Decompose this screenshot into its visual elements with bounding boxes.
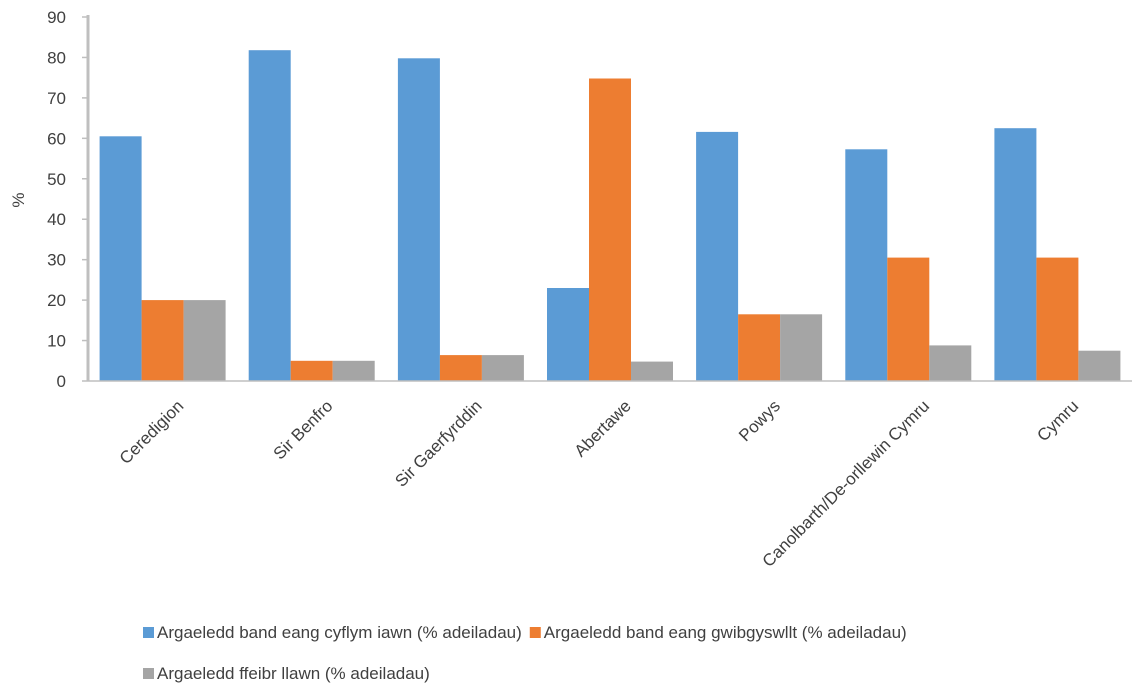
bar-1-canolbarth-de-orllewin-cymru (845, 149, 888, 381)
legend-label-2: Argaeledd band eang gwibgyswllt (% adeil… (544, 623, 907, 642)
bar-2-sir-benfro (290, 360, 333, 381)
legend-swatch-2 (529, 627, 541, 638)
legend: Argaeledd band eang cyflym iawn (% adeil… (143, 623, 907, 683)
y-tick-label: 90 (47, 8, 66, 27)
bar-3-sir-benfro (332, 360, 375, 381)
y-tick-label: 50 (47, 170, 66, 189)
x-tick-label: Powys (735, 396, 784, 445)
bar-1-abertawe (547, 288, 589, 381)
x-tick-label: Sir Gaerfyrddin (391, 396, 485, 490)
y-tick-label: 40 (47, 210, 66, 229)
bar-2-ceredigion (141, 300, 184, 381)
y-tick-label: 30 (47, 251, 66, 270)
bar-2-sir-gaerfyrddin (439, 355, 482, 381)
y-tick-label: 0 (57, 372, 66, 391)
bar-2-cymru (1036, 257, 1079, 381)
x-tick-label: Ceredigion (116, 396, 188, 468)
x-axis: Ceredigion Sir Benfro Sir Gaerfyrddin Abert… (88, 380, 1132, 571)
y-tick-label: 70 (47, 89, 66, 108)
bar-3-cymru (1078, 350, 1121, 381)
y-tick-label: 60 (47, 129, 66, 148)
bar-2-powys (738, 314, 781, 381)
bar-2-abertawe (589, 78, 631, 381)
y-tick-label: 20 (47, 291, 66, 310)
bar-1-sir-benfro (248, 50, 291, 381)
x-tick-label: Canolbarth/De-orllewin Cymru (759, 396, 933, 570)
bar-3-ceredigion (183, 300, 226, 381)
bar-1-cymru (994, 128, 1037, 381)
bar-1-ceredigion (99, 136, 142, 381)
legend-label-1: Argaeledd band eang cyflym iawn (% adeil… (157, 623, 522, 642)
x-tick-label: Cymru (1033, 396, 1082, 445)
y-tick-label: 80 (47, 48, 66, 67)
bar-3-canolbarth-de-orllewin-cymru (929, 345, 972, 381)
y-axis: 0 10 20 30 40 50 60 70 80 90 (47, 8, 90, 391)
bars-group (99, 50, 1121, 382)
x-tick-label: Sir Benfro (270, 396, 337, 463)
bar-3-sir-gaerfyrddin (481, 355, 524, 381)
y-tick-label: 10 (47, 332, 66, 351)
bar-1-powys (696, 131, 739, 381)
x-tick-label: Abertawe (571, 396, 635, 460)
bar-1-sir-gaerfyrddin (397, 58, 440, 382)
bar-2-canolbarth-de-orllewin-cymru (887, 257, 930, 381)
legend-label-3: Argaeledd ffeibr llawn (% adeiladau) (157, 664, 430, 683)
bar-3-powys (780, 314, 823, 381)
bar-3-abertawe (631, 361, 673, 381)
legend-swatch-1 (143, 627, 154, 638)
y-axis-label: % (9, 192, 28, 207)
legend-swatch-3 (143, 668, 154, 679)
